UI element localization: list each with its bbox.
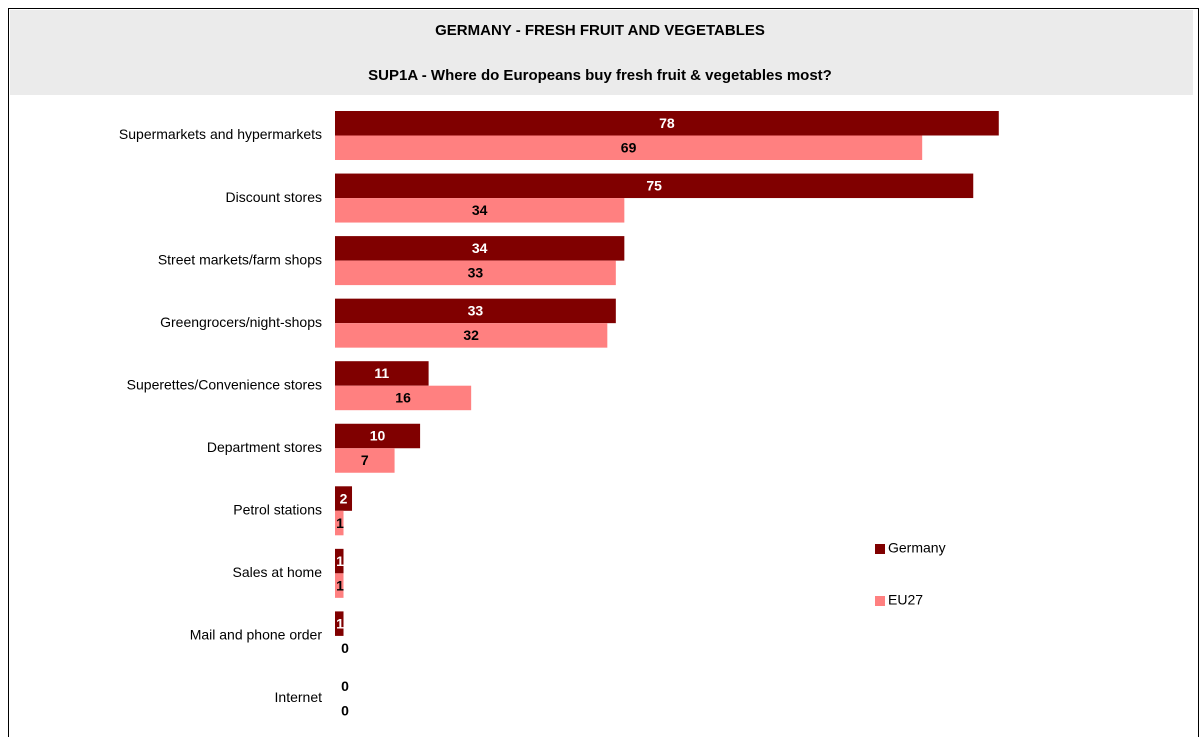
bar — [335, 385, 472, 411]
value-label: 0 — [341, 702, 349, 718]
bar — [335, 448, 395, 473]
category-label: Petrol stations — [233, 502, 322, 518]
bar — [335, 173, 974, 199]
value-label: 0 — [341, 640, 349, 656]
bar — [335, 323, 608, 348]
bar — [335, 510, 344, 536]
bar — [335, 548, 344, 574]
value-label: 1 — [336, 615, 344, 631]
value-label: 34 — [472, 240, 488, 256]
category-label: Superettes/Convenience stores — [127, 376, 322, 392]
value-label: 1 — [336, 515, 344, 531]
value-label: 2 — [340, 490, 348, 506]
bar — [335, 611, 344, 636]
category-label: Greengrocers/night-shops — [160, 314, 322, 330]
frame — [8, 8, 1199, 737]
value-label: 33 — [468, 303, 484, 319]
value-label: 7 — [361, 452, 369, 468]
value-label: 33 — [468, 265, 484, 281]
value-label: 69 — [621, 139, 637, 155]
header-band — [10, 10, 1193, 95]
category-label: Supermarkets and hypermarkets — [119, 126, 322, 142]
legend-label: EU27 — [888, 592, 923, 608]
bar — [335, 198, 625, 223]
bar — [335, 361, 429, 386]
legend-swatch — [875, 544, 885, 554]
value-label: 32 — [463, 327, 479, 343]
category-label: Street markets/farm shops — [158, 251, 322, 267]
legend-label: Germany — [888, 540, 946, 556]
category-label: Internet — [275, 689, 323, 705]
bar — [335, 135, 923, 160]
value-label: 75 — [646, 178, 662, 194]
value-label: 1 — [336, 553, 344, 569]
bar — [335, 298, 616, 324]
bar — [335, 260, 616, 286]
value-label: 1 — [336, 577, 344, 593]
bar — [335, 486, 353, 511]
value-label: 10 — [370, 428, 386, 444]
category-label: Department stores — [207, 439, 322, 455]
legend-swatch — [875, 596, 885, 606]
chart-subtitle: SUP1A - Where do Europeans buy fresh fru… — [368, 67, 832, 84]
value-label: 78 — [659, 115, 675, 131]
value-label: 34 — [472, 202, 488, 218]
category-label: Discount stores — [226, 189, 322, 205]
bar — [335, 573, 344, 598]
bar — [335, 423, 421, 449]
category-label: Sales at home — [233, 564, 323, 580]
value-label: 11 — [374, 365, 389, 381]
value-label: 0 — [341, 678, 349, 694]
bar — [335, 236, 625, 261]
value-label: 16 — [395, 390, 411, 406]
bar — [335, 111, 999, 136]
chart-title: GERMANY - FRESH FRUIT AND VEGETABLES — [435, 22, 765, 39]
category-label: Mail and phone order — [190, 627, 323, 643]
